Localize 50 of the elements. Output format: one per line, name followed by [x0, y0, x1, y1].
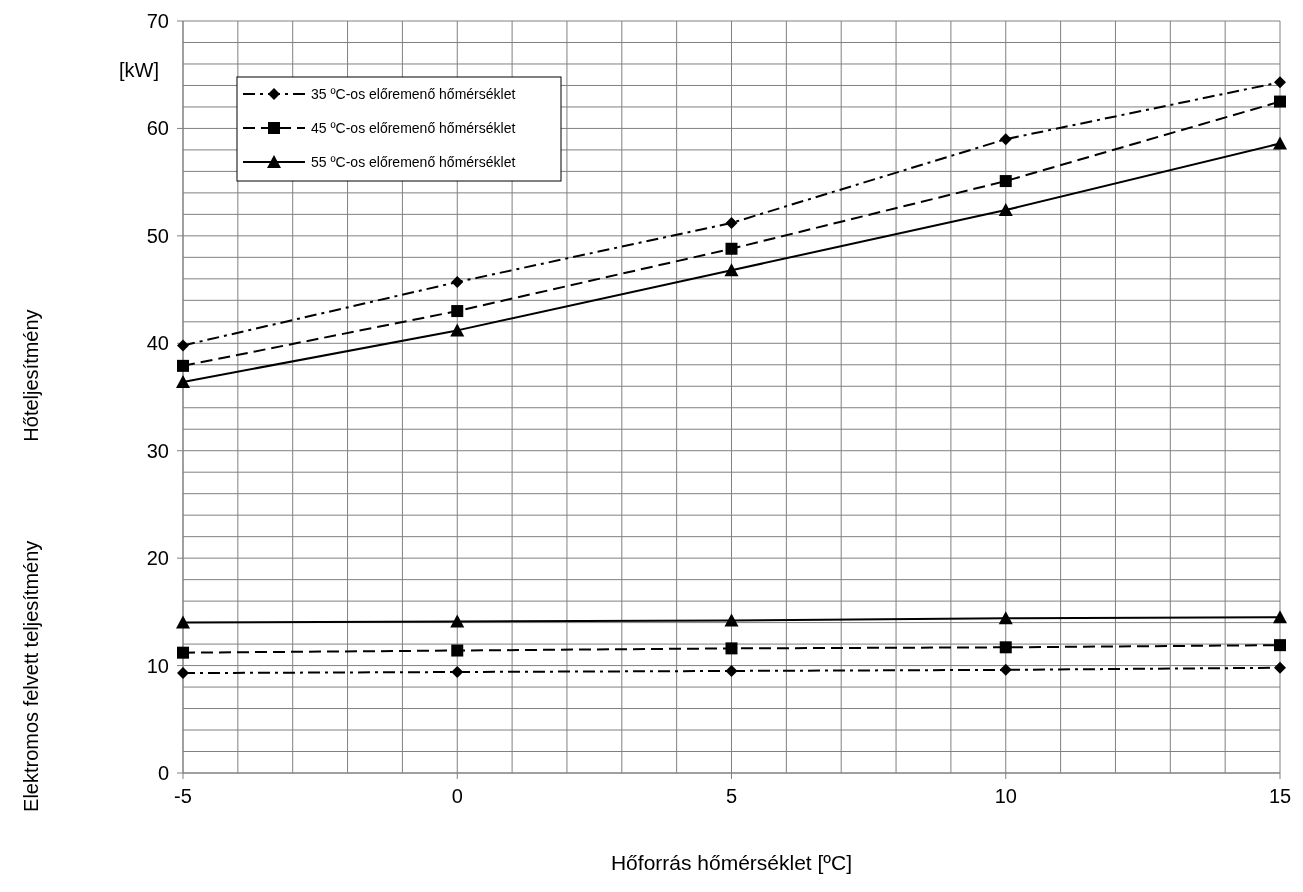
- point: [451, 305, 464, 318]
- point: [450, 323, 465, 337]
- y-tick-label: 10: [146, 654, 169, 677]
- point: [725, 642, 738, 655]
- text: Elektromos felvett teljesítmény: [20, 540, 42, 812]
- point: [999, 641, 1012, 654]
- point: [451, 644, 464, 657]
- point: [451, 666, 464, 679]
- point: [177, 646, 189, 659]
- point: [451, 276, 464, 289]
- point: [724, 613, 739, 627]
- point: [1273, 610, 1287, 624]
- point: [999, 175, 1012, 188]
- point: [450, 614, 465, 628]
- point: [1274, 639, 1286, 652]
- text: [kW]: [119, 59, 159, 81]
- point: [1274, 661, 1286, 674]
- point: [176, 374, 190, 388]
- y-tick-label: 50: [146, 224, 169, 247]
- point: [725, 242, 738, 255]
- y-tick-label: 60: [146, 117, 169, 140]
- point: [725, 216, 738, 229]
- point: [1273, 136, 1287, 150]
- point: [176, 615, 190, 629]
- point: [177, 339, 189, 352]
- text: Hőteljesítmény: [20, 309, 42, 442]
- y-tick-label: 40: [146, 332, 169, 355]
- y-tick-label: 30: [146, 439, 169, 462]
- point: [998, 203, 1013, 217]
- point: [1274, 76, 1286, 89]
- y-tick-label: 20: [146, 547, 169, 570]
- point: [998, 611, 1013, 625]
- y-tick-label: 70: [146, 10, 169, 32]
- legend-label: 35 ºC-os előremenő hőmérséklet: [311, 86, 516, 102]
- x-tick-label: 5: [725, 785, 738, 807]
- point: [725, 664, 738, 677]
- point: [177, 359, 189, 372]
- x-tick-label: 0: [451, 785, 463, 807]
- point: [1274, 95, 1286, 108]
- point: [999, 133, 1012, 146]
- point: [177, 667, 189, 680]
- x-axis-title: Hőforrás hőmérséklet [ºC]: [610, 851, 853, 874]
- legend-label: 45 ºC-os előremenő hőmérséklet: [311, 120, 516, 136]
- y-tick-label: 0: [157, 762, 169, 784]
- point: [724, 263, 739, 277]
- x-tick-label: -5: [174, 785, 192, 807]
- x-tick-label: 15: [1268, 785, 1292, 807]
- point: [999, 663, 1012, 676]
- x-tick-label: 10: [994, 785, 1017, 807]
- legend-label: 55 ºC-os előremenő hőmérséklet: [311, 154, 516, 170]
